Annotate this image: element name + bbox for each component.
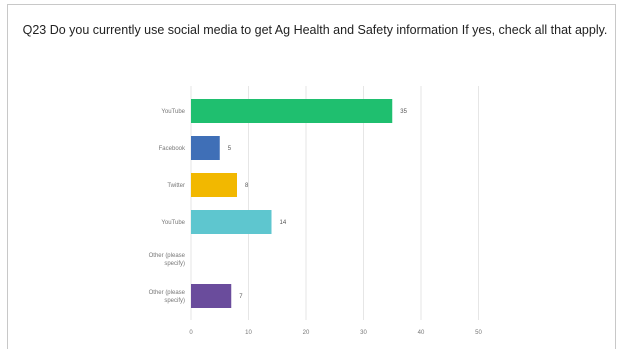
value-label: 14 [280, 220, 287, 226]
bar [191, 210, 272, 234]
category-label: YouTube [161, 220, 185, 226]
value-label: 7 [239, 294, 243, 300]
bar [191, 99, 392, 123]
category-label: YouTube [161, 109, 185, 115]
category-label: Other (please specify) [149, 253, 186, 267]
x-tick-label: 30 [360, 330, 367, 336]
x-tick-label: 10 [245, 330, 252, 336]
x-tick-label: 0 [189, 330, 193, 336]
value-label: 5 [228, 146, 232, 152]
x-tick-label: 50 [475, 330, 482, 336]
bars [191, 99, 392, 308]
x-tick-label: 20 [303, 330, 310, 336]
category-label: Facebook [159, 146, 186, 152]
category-label: Other (please specify) [149, 290, 186, 304]
x-tick-labels: 0 10 20 30 40 50 [189, 330, 482, 336]
bar [191, 284, 231, 308]
value-label: 35 [400, 109, 407, 115]
x-tick-label: 40 [418, 330, 425, 336]
bar [191, 173, 237, 197]
category-labels: YouTube Facebook Twitter YouTube Other (plea… [149, 109, 186, 304]
category-label: Twitter [167, 183, 185, 189]
bar [191, 136, 220, 160]
